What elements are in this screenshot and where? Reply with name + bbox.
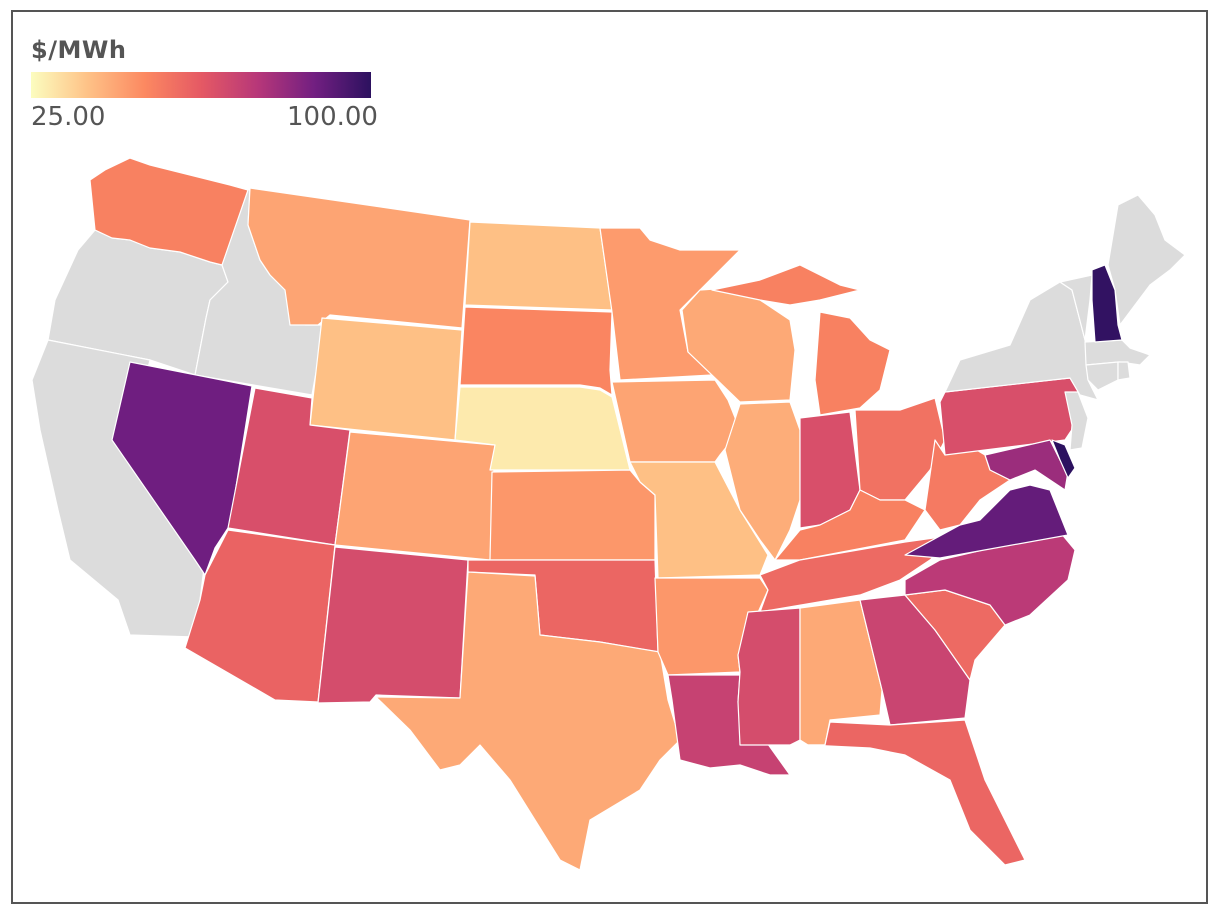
state-washington: Washington xyxy=(89,157,249,266)
state-maryland: Maryland xyxy=(984,439,1069,491)
legend-max-label: 100.00 xyxy=(287,102,378,132)
state-kansas: Kansas xyxy=(489,469,656,561)
state-rhode-island: Rhode Island xyxy=(1117,361,1131,381)
legend-min-label: 25.00 xyxy=(31,102,106,132)
state-connecticut: Connecticut xyxy=(1085,361,1119,391)
state-montana: Montana xyxy=(247,187,471,329)
state-virginia: Virginia xyxy=(904,484,1069,559)
state-colorado: Colorado xyxy=(334,431,496,561)
state-maine: Maine xyxy=(1107,194,1186,326)
state-north-dakota: North Dakota xyxy=(464,221,613,311)
state-florida: Florida xyxy=(807,719,1026,866)
legend-color-bar xyxy=(31,72,371,98)
state-texas: Texas xyxy=(375,571,681,871)
legend-title: $/MWh xyxy=(31,36,127,64)
state-massachusetts: Massachusetts xyxy=(1084,339,1151,366)
state-minnesota: Minnesota xyxy=(599,227,741,381)
state-kentucky: Kentucky xyxy=(774,489,926,561)
state-south-dakota: South Dakota xyxy=(459,306,613,396)
state-new-mexico: New Mexico xyxy=(317,546,469,704)
state-illinois: Illinois xyxy=(724,401,801,561)
state-utah: Utah xyxy=(227,387,351,546)
state-nevada: Nevada xyxy=(111,361,253,576)
state-new-hampshire: New Hampshire xyxy=(1091,264,1123,343)
state-michigan: Michigan xyxy=(711,264,891,416)
state-mississippi: Mississippi xyxy=(737,607,801,746)
state-vermont: Vermont xyxy=(1059,274,1093,341)
state-new-jersey: New Jersey xyxy=(1064,391,1089,451)
state-iowa: Iowa xyxy=(611,379,741,463)
state-delaware: Delaware xyxy=(1051,439,1076,479)
state-wyoming: Wyoming xyxy=(309,317,463,441)
